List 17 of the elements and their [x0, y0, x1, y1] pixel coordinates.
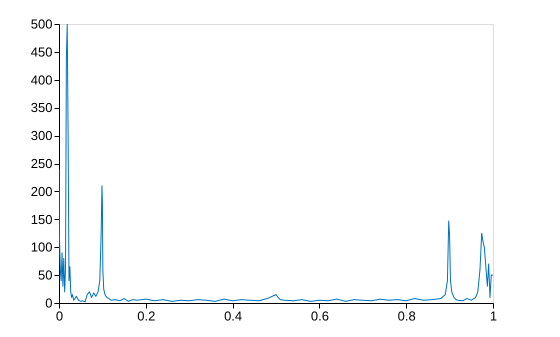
- y-tick-label: 50: [38, 268, 52, 283]
- y-tick-label: 0: [45, 296, 52, 310]
- x-tick-label: 0.8: [398, 308, 416, 324]
- y-tick-label: 450: [30, 44, 52, 60]
- y-tick-label: 150: [30, 212, 52, 227]
- x-tick-label: 0.2: [137, 308, 156, 324]
- x-tick-label: 0.4: [224, 308, 242, 324]
- x-tick-label: 0.6: [310, 308, 329, 324]
- y-tick-label: 100: [30, 240, 52, 255]
- y-tick-label: 500: [30, 16, 52, 32]
- y-tick-label: 300: [30, 128, 52, 144]
- y-tick-label: 400: [30, 72, 52, 88]
- y-tick-label: 200: [30, 184, 52, 199]
- y-tick-label: 350: [30, 100, 52, 116]
- x-tick-label: 1: [490, 308, 498, 324]
- y-tick-label: 250: [30, 156, 52, 171]
- x-tick-label: 0: [56, 308, 64, 324]
